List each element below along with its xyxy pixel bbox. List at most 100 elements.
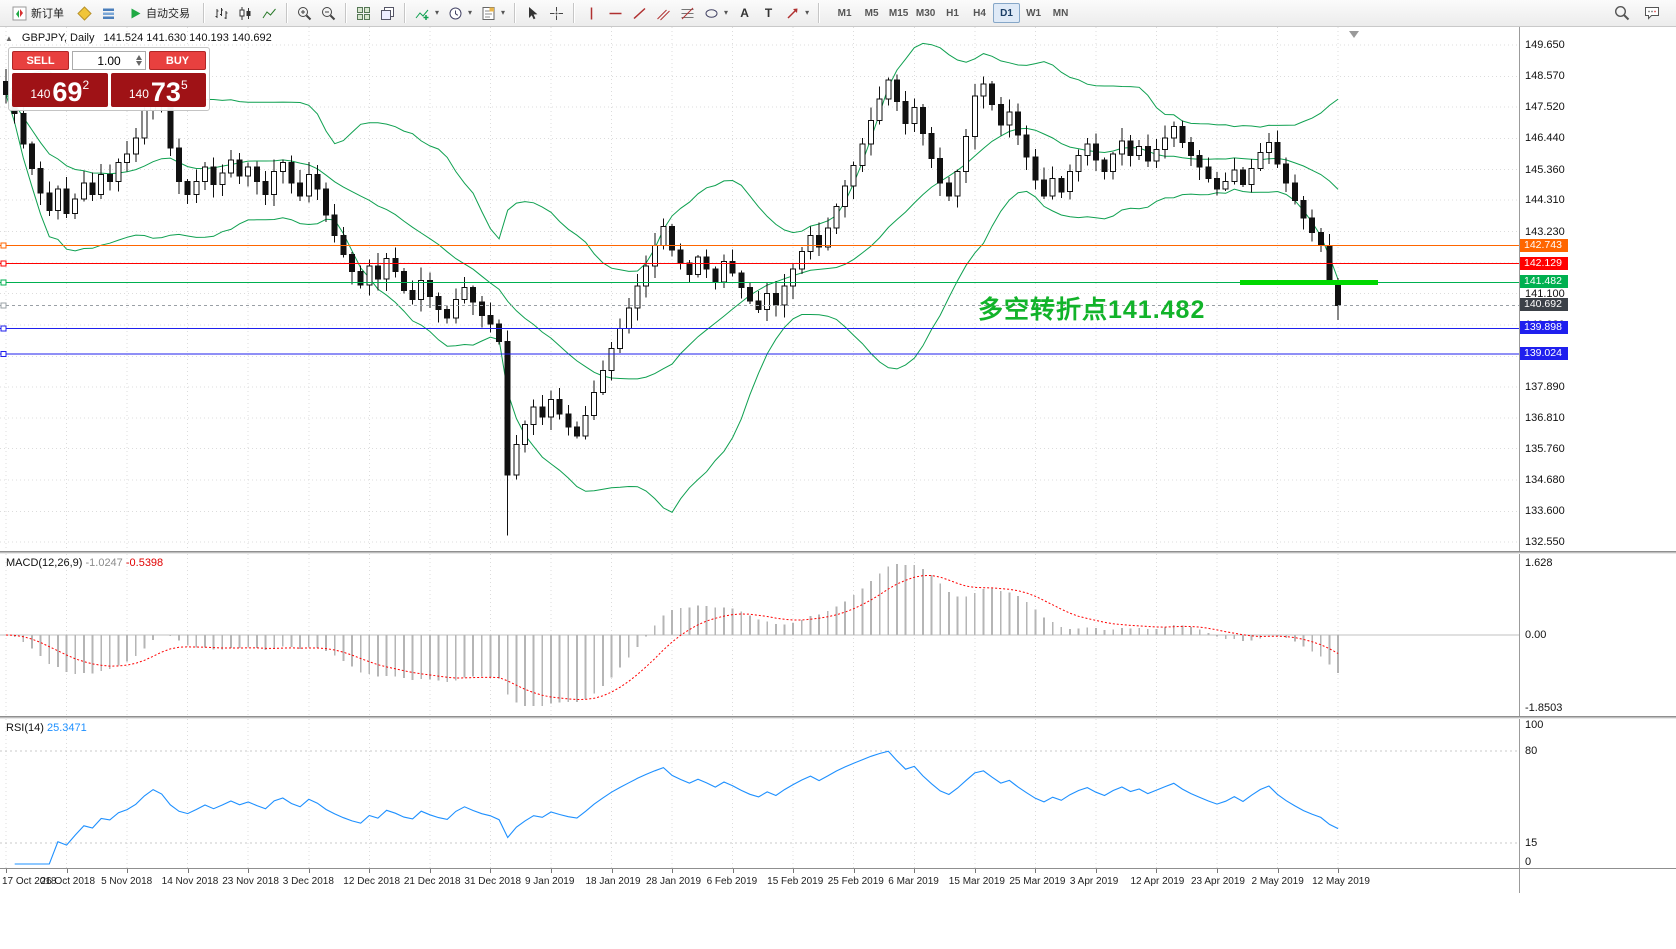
toolbar-separator <box>404 3 406 23</box>
buy-button[interactable]: BUY <box>149 51 206 70</box>
rsi-axis-15: 15 <box>1525 836 1538 849</box>
rsi-pane[interactable]: RSI(14) 25.3471 100 80 15 0 <box>0 719 1676 868</box>
tile-windows-button[interactable] <box>376 2 399 24</box>
price-tick-label: 136.810 <box>1525 412 1565 425</box>
time-axis[interactable]: 17 Oct 2018 26 Oct 2018 5 Nov 2018 14 Nov 2… <box>0 868 1676 893</box>
trendline-button[interactable] <box>628 2 651 24</box>
timeframe-h4-button[interactable]: H4 <box>966 3 993 23</box>
time-axis-label: 23 Nov 2018 <box>222 876 279 887</box>
chart-shift-marker[interactable] <box>1349 31 1359 38</box>
one-click-trading-panel: SELL 1.00 BUY 140 69 2 140 73 5 <box>8 47 210 111</box>
timeframe-m30-button[interactable]: M30 <box>912 3 939 23</box>
fibonacci-button[interactable] <box>676 2 699 24</box>
pane-splitter[interactable] <box>0 716 1676 719</box>
horizontal-price-lines[interactable] <box>0 242 1519 357</box>
timeframe-m15-button[interactable]: M15 <box>885 3 912 23</box>
macd-histogram <box>13 563 1339 707</box>
crosshair-button[interactable] <box>545 2 568 24</box>
time-tick <box>793 869 795 873</box>
timeframe-w1-button[interactable]: W1 <box>1020 3 1047 23</box>
volume-up-icon[interactable] <box>135 55 142 60</box>
volume-spinner[interactable] <box>133 53 144 68</box>
sell-price-big: 69 <box>52 77 83 107</box>
label-tool-button[interactable]: T <box>757 2 780 24</box>
vertical-line-icon <box>590 7 593 19</box>
time-tick <box>187 869 189 873</box>
periods-button[interactable]: ▾ <box>444 2 476 24</box>
pane-splitter[interactable] <box>0 551 1676 554</box>
macd-main-value: -1.0247 <box>85 557 123 569</box>
price-line-label[interactable]: 139.024 <box>1520 346 1568 360</box>
symbol-search-button[interactable] <box>1610 2 1634 24</box>
timeframe-d1-button[interactable]: D1 <box>993 3 1021 23</box>
timeframe-h1-button[interactable]: H1 <box>939 3 966 23</box>
timeframe-m1-button[interactable]: M1 <box>831 3 858 23</box>
buy-price-sup: 5 <box>180 78 188 92</box>
equidistant-channel-button[interactable] <box>652 2 675 24</box>
toolbar-separator <box>203 3 205 23</box>
time-tick <box>550 869 552 873</box>
autotrading-button[interactable]: 自动交易 <box>121 2 198 24</box>
toolbar-separator <box>514 3 517 23</box>
bar-chart-button[interactable] <box>210 2 233 24</box>
price-line-label[interactable]: 141.482 <box>1520 275 1568 289</box>
price-tick-label: 135.760 <box>1525 442 1565 455</box>
market-watch-button[interactable] <box>97 2 120 24</box>
price-tick-label: 148.570 <box>1525 70 1565 83</box>
buy-price-prefix: 140 <box>128 87 149 101</box>
sell-price-sup: 2 <box>82 78 90 92</box>
rsi-axis-0: 0 <box>1525 856 1532 868</box>
time-axis-label: 31 Dec 2018 <box>464 876 522 887</box>
ellipse-button[interactable]: ▾ <box>700 2 732 24</box>
time-tick <box>1217 869 1218 873</box>
macd-pane[interactable]: MACD(12,26,9) -1.0247 -0.5398 1.628 0.00… <box>0 554 1676 716</box>
templates-button[interactable]: ▾ <box>477 2 509 24</box>
time-axis-label: 14 Nov 2018 <box>161 876 219 887</box>
price-line-label[interactable]: 139.898 <box>1520 321 1568 335</box>
price-line-label[interactable]: 142.743 <box>1520 238 1568 252</box>
arrows-tool-button[interactable]: ▾ <box>781 2 813 24</box>
sell-price-button[interactable]: 140 69 2 <box>12 73 108 107</box>
one-click-collapse-icon[interactable]: ▲ <box>5 33 13 43</box>
buy-price-button[interactable]: 140 73 5 <box>110 73 206 107</box>
candlestick-chart-icon <box>239 6 251 20</box>
time-tick <box>490 869 492 873</box>
vertical-line-button[interactable] <box>580 2 603 24</box>
dropdown-caret-icon: ▾ <box>724 8 729 17</box>
zoom-in-button[interactable] <box>293 2 316 24</box>
horizontal-line-button[interactable] <box>604 2 627 24</box>
price-line-label[interactable]: 142.129 <box>1520 256 1568 270</box>
line-chart-button[interactable] <box>258 2 281 24</box>
timeframe-mn-button[interactable]: MN <box>1047 3 1074 23</box>
time-axis-label: 2 May 2019 <box>1251 876 1304 887</box>
time-tick <box>1095 869 1097 873</box>
time-tick <box>1156 869 1158 873</box>
indicators-button[interactable]: ▾ <box>411 2 443 24</box>
price-tick-label: 137.890 <box>1525 380 1565 393</box>
time-axis-label: 6 Mar 2019 <box>888 876 939 887</box>
volume-control[interactable]: 1.00 <box>72 51 146 70</box>
time-tick <box>1277 869 1279 873</box>
time-axis-label: 28 Jan 2019 <box>646 876 702 887</box>
template-icon <box>482 6 495 20</box>
price-chart-canvas[interactable] <box>0 27 1519 551</box>
chat-button[interactable] <box>1640 2 1664 24</box>
price-line-label[interactable]: 140.692 <box>1520 298 1568 312</box>
auto-arrange-button[interactable] <box>352 2 375 24</box>
metaeditor-button[interactable] <box>73 2 96 24</box>
ellipse-icon <box>705 8 718 18</box>
timeframe-m5-button[interactable]: M5 <box>858 3 885 23</box>
sell-button[interactable]: SELL <box>12 51 69 70</box>
volume-value[interactable]: 1.00 <box>97 53 121 68</box>
chart-window: ▲ GBPJPY, Daily 141.524 141.630 140.193 … <box>0 27 1676 949</box>
volume-down-icon[interactable] <box>135 61 142 66</box>
axis-separator <box>1519 27 1520 893</box>
text-tool-button[interactable]: A <box>733 2 756 24</box>
symbol-ohlc: 141.524 141.630 140.193 140.692 <box>103 32 272 44</box>
zoom-out-button[interactable] <box>317 2 340 24</box>
new-order-button[interactable]: 新订单 <box>4 2 72 24</box>
main-chart-pane[interactable]: ▲ GBPJPY, Daily 141.524 141.630 140.193 … <box>0 27 1676 551</box>
new-order-icon <box>12 6 27 20</box>
cursor-button[interactable] <box>521 2 544 24</box>
candlestick-chart-button[interactable] <box>234 2 257 24</box>
